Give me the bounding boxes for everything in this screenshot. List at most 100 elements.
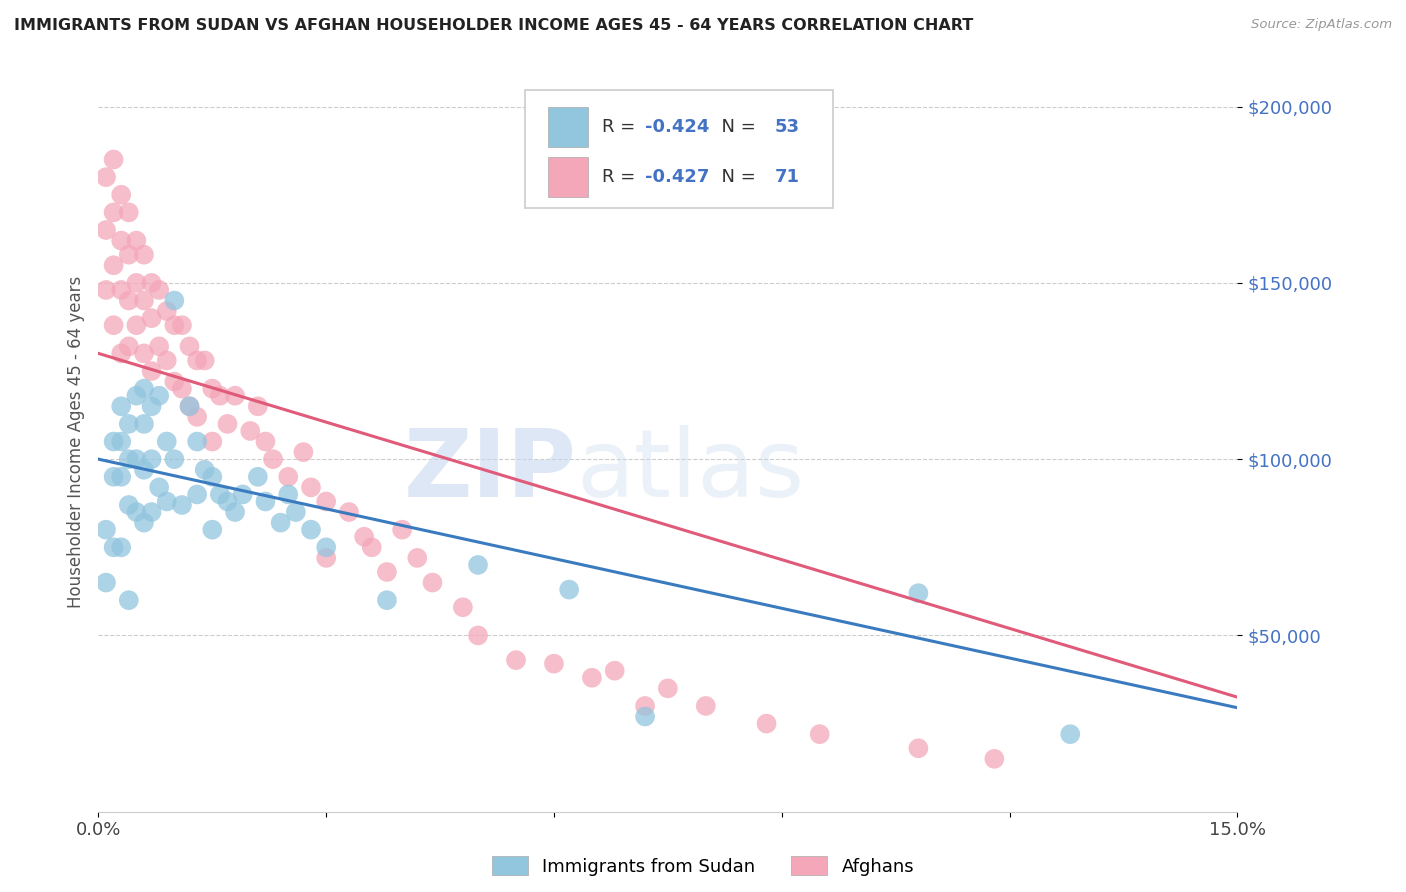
Point <box>125 276 148 290</box>
Point <box>156 353 179 368</box>
Point <box>103 258 125 272</box>
Point <box>277 487 299 501</box>
Point <box>201 523 224 537</box>
Point <box>170 498 193 512</box>
Point <box>543 657 565 671</box>
Point <box>170 382 193 396</box>
Point <box>375 565 398 579</box>
Point <box>254 494 277 508</box>
Text: R =: R = <box>602 118 641 136</box>
Point <box>118 293 141 308</box>
Point <box>103 541 125 555</box>
Point <box>1059 727 1081 741</box>
Point <box>634 698 657 713</box>
Point <box>186 353 208 368</box>
Point <box>141 364 163 378</box>
Point <box>505 653 527 667</box>
Point <box>118 205 141 219</box>
Point <box>148 283 170 297</box>
Text: 53: 53 <box>775 118 800 136</box>
Point <box>695 698 717 713</box>
Point <box>186 409 208 424</box>
Text: ZIP: ZIP <box>404 425 576 517</box>
Point <box>406 550 429 565</box>
Point <box>581 671 603 685</box>
Point <box>141 399 163 413</box>
Point <box>179 399 201 413</box>
Text: atlas: atlas <box>576 425 806 517</box>
Point <box>451 600 474 615</box>
Point <box>125 452 148 467</box>
Point <box>156 434 179 449</box>
Point <box>983 752 1005 766</box>
Point <box>217 494 239 508</box>
Point <box>132 417 155 431</box>
Point <box>110 346 132 360</box>
Point <box>132 382 155 396</box>
Point <box>118 417 141 431</box>
Point <box>467 628 489 642</box>
Point <box>907 741 929 756</box>
Point <box>132 463 155 477</box>
FancyBboxPatch shape <box>548 106 588 147</box>
Point <box>148 480 170 494</box>
Point <box>103 318 125 333</box>
Point <box>94 283 117 297</box>
Text: -0.424: -0.424 <box>645 118 710 136</box>
Point <box>186 434 208 449</box>
Text: N =: N = <box>710 118 762 136</box>
Point <box>163 375 186 389</box>
Point <box>110 434 132 449</box>
Point <box>163 318 186 333</box>
Point <box>360 541 382 555</box>
Point <box>907 586 929 600</box>
Point <box>103 205 125 219</box>
Point <box>558 582 581 597</box>
Legend: Immigrants from Sudan, Afghans: Immigrants from Sudan, Afghans <box>484 849 922 883</box>
Point <box>277 470 299 484</box>
Point <box>254 434 277 449</box>
Point <box>141 505 163 519</box>
Point <box>94 523 117 537</box>
Point <box>208 487 231 501</box>
Text: N =: N = <box>710 168 762 186</box>
Point <box>808 727 831 741</box>
Point <box>148 389 170 403</box>
Point <box>208 389 231 403</box>
FancyBboxPatch shape <box>548 156 588 197</box>
Text: Source: ZipAtlas.com: Source: ZipAtlas.com <box>1251 18 1392 31</box>
Point <box>103 153 125 167</box>
Point <box>118 498 141 512</box>
Point <box>118 339 141 353</box>
Point <box>170 318 193 333</box>
Point <box>270 516 292 530</box>
Point <box>217 417 239 431</box>
Text: -0.427: -0.427 <box>645 168 710 186</box>
Point <box>201 434 224 449</box>
Point <box>103 434 125 449</box>
Point <box>262 452 284 467</box>
Point <box>94 170 117 185</box>
Point <box>391 523 413 537</box>
Point <box>186 487 208 501</box>
Point <box>224 389 246 403</box>
Text: IMMIGRANTS FROM SUDAN VS AFGHAN HOUSEHOLDER INCOME AGES 45 - 64 YEARS CORRELATIO: IMMIGRANTS FROM SUDAN VS AFGHAN HOUSEHOL… <box>14 18 973 33</box>
Point <box>148 339 170 353</box>
Point <box>299 480 322 494</box>
Point <box>94 223 117 237</box>
Point <box>315 550 337 565</box>
Point <box>132 346 155 360</box>
Point <box>110 234 132 248</box>
Point <box>657 681 679 696</box>
Point <box>299 523 322 537</box>
Point <box>125 389 148 403</box>
Point <box>125 234 148 248</box>
Point <box>163 293 186 308</box>
Point <box>156 494 179 508</box>
Point <box>179 339 201 353</box>
Point <box>634 709 657 723</box>
Point <box>118 593 141 607</box>
Point <box>132 293 155 308</box>
Text: R =: R = <box>602 168 641 186</box>
Point <box>246 470 269 484</box>
